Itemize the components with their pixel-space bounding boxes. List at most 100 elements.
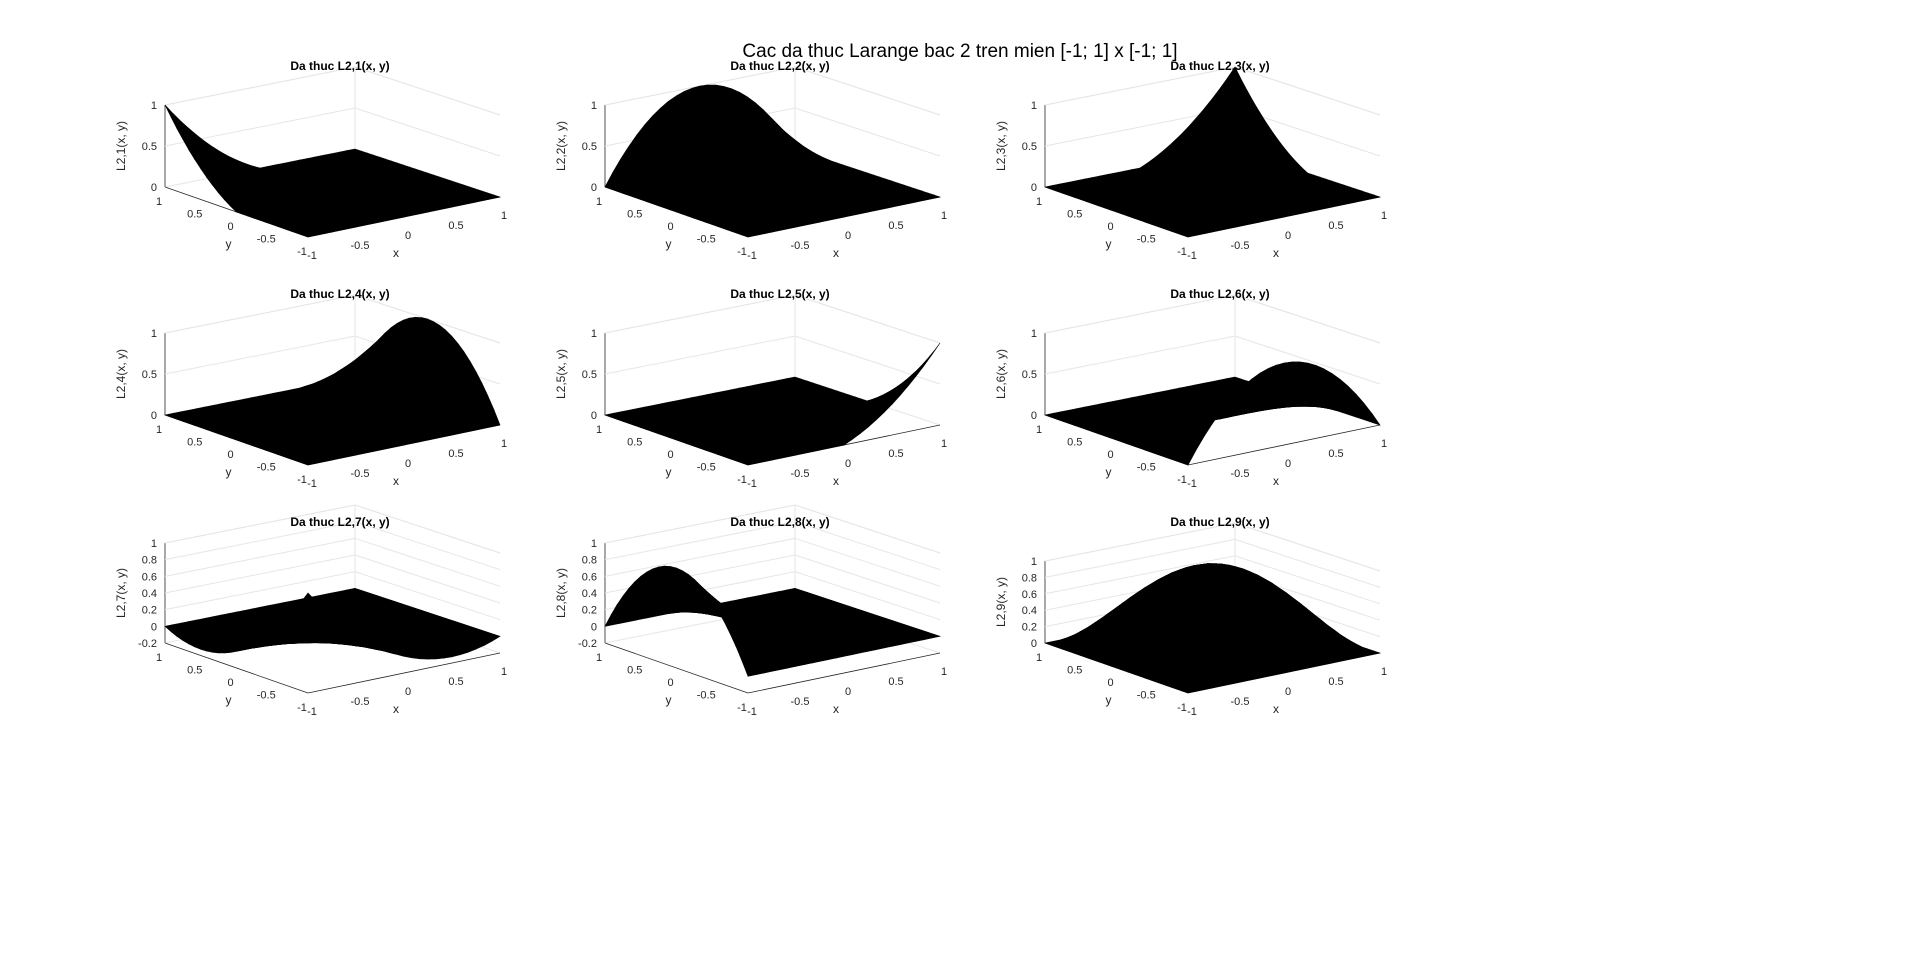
y-tick-label: 1 (596, 196, 602, 208)
surface-cell (1181, 449, 1197, 466)
z-tick-label: 0 (591, 621, 597, 633)
x-tick-label: 0 (405, 686, 411, 698)
y-tick-label: 0 (227, 449, 233, 461)
subplot-title: Da thuc L2,2(x, y) (730, 59, 829, 73)
surface-cell (301, 592, 317, 609)
z-tick-label: 1 (151, 538, 157, 550)
z-tick-label: 1 (151, 328, 157, 340)
y-tick-label: -1 (1177, 702, 1187, 714)
z-axis-label: L2,3(x, y) (994, 121, 1008, 171)
z-tick-label: 0.6 (582, 571, 597, 583)
z-gridline (164, 504, 501, 554)
y-tick-label: 0 (227, 677, 233, 689)
x-tick-label: 1 (501, 210, 507, 222)
z-axis-label: L2,4(x, y) (114, 349, 128, 399)
surface-mesh (604, 565, 942, 677)
x-tick-label: -1 (307, 250, 317, 262)
z-tick-label: 0.5 (142, 141, 157, 153)
y-tick-label: 0 (1107, 221, 1113, 233)
y-tick-label: 1 (1036, 196, 1042, 208)
z-gridline (1044, 555, 1381, 605)
surface-cell (741, 660, 757, 677)
x-tick-label: 1 (1381, 438, 1387, 450)
z-axis-label: L2,2(x, y) (554, 121, 568, 171)
y-tick-label: 0.5 (187, 665, 202, 677)
y-tick-label: -1 (1177, 474, 1187, 486)
x-tick-label: -1 (307, 706, 317, 718)
z-tick-label: 1 (591, 328, 597, 340)
surface-mesh (1043, 563, 1382, 694)
x-tick-label: 1 (941, 666, 947, 678)
z-tick-label: 0.5 (1022, 369, 1037, 381)
y-axis-label: y (666, 237, 672, 251)
z-tick-label: 0.8 (1022, 572, 1037, 584)
x-tick-label: 0 (405, 458, 411, 470)
z-gridline (604, 537, 941, 587)
y-tick-label: -1 (1177, 246, 1187, 258)
z-tick-label: 0.6 (1022, 589, 1037, 601)
z-gridline (164, 294, 501, 344)
x-tick-label: -1 (1187, 706, 1197, 718)
surface-cell (740, 460, 758, 466)
x-tick-label: 1 (501, 438, 507, 450)
y-tick-label: -0.5 (257, 690, 276, 702)
z-tick-label: 1 (151, 100, 157, 112)
x-tick-label: 0.5 (448, 220, 463, 232)
y-tick-label: 0 (667, 449, 673, 461)
x-tick-label: 1 (1381, 210, 1387, 222)
x-tick-label: -1 (307, 478, 317, 490)
z-axis-label: L2,9(x, y) (994, 577, 1008, 627)
x-tick-label: 0.5 (1328, 220, 1343, 232)
y-tick-label: 1 (596, 652, 602, 664)
subplot-L8: -0.200.20.40.60.81-1-0.500.51-1-0.500.51… (554, 504, 947, 718)
z-tick-label: 0.5 (582, 141, 597, 153)
y-tick-label: 1 (156, 424, 162, 436)
z-tick-label: 0.8 (142, 555, 157, 567)
y-tick-label: 0.5 (187, 437, 202, 449)
x-tick-label: -0.5 (1231, 696, 1250, 708)
z-tick-label: 0.4 (142, 588, 157, 600)
y-axis-line (164, 642, 309, 694)
z-gridline (164, 554, 501, 604)
z-axis-label: L2,7(x, y) (114, 568, 128, 618)
y-axis-label: y (226, 693, 232, 707)
x-tick-label: -1 (747, 250, 757, 262)
z-tick-label: 0 (151, 182, 157, 194)
x-tick-label: 0 (1285, 230, 1291, 242)
z-gridline (604, 521, 941, 571)
surface-mesh (163, 316, 501, 466)
x-tick-label: -0.5 (1231, 468, 1250, 480)
y-tick-label: 0 (667, 221, 673, 233)
back-frame (164, 504, 501, 554)
z-tick-label: 0 (591, 182, 597, 194)
z-tick-label: 1 (591, 100, 597, 112)
z-tick-label: 0.6 (142, 571, 157, 583)
y-tick-label: -0.5 (257, 234, 276, 246)
y-axis-label: y (666, 465, 672, 479)
y-tick-label: -0.5 (1137, 234, 1156, 246)
y-axis-label: y (1106, 693, 1112, 707)
x-tick-label: 0 (405, 230, 411, 242)
x-tick-label: 1 (501, 666, 507, 678)
y-tick-label: -1 (297, 474, 307, 486)
x-tick-label: -1 (1187, 478, 1197, 490)
z-tick-label: 0 (151, 410, 157, 422)
y-axis-label: y (226, 465, 232, 479)
y-tick-label: 1 (156, 652, 162, 664)
x-tick-label: -0.5 (351, 240, 370, 252)
x-tick-label: 1 (941, 210, 947, 222)
back-frame (164, 66, 501, 116)
z-tick-label: 0.2 (142, 605, 157, 617)
z-gridline (164, 521, 501, 571)
x-tick-label: -0.5 (351, 696, 370, 708)
x-axis-line (747, 652, 941, 694)
z-gridline (1044, 538, 1381, 588)
z-tick-label: 1 (1031, 556, 1037, 568)
subplot-title: Da thuc L2,5(x, y) (730, 287, 829, 301)
y-tick-label: -1 (737, 246, 747, 258)
x-tick-label: 0.5 (1328, 448, 1343, 460)
